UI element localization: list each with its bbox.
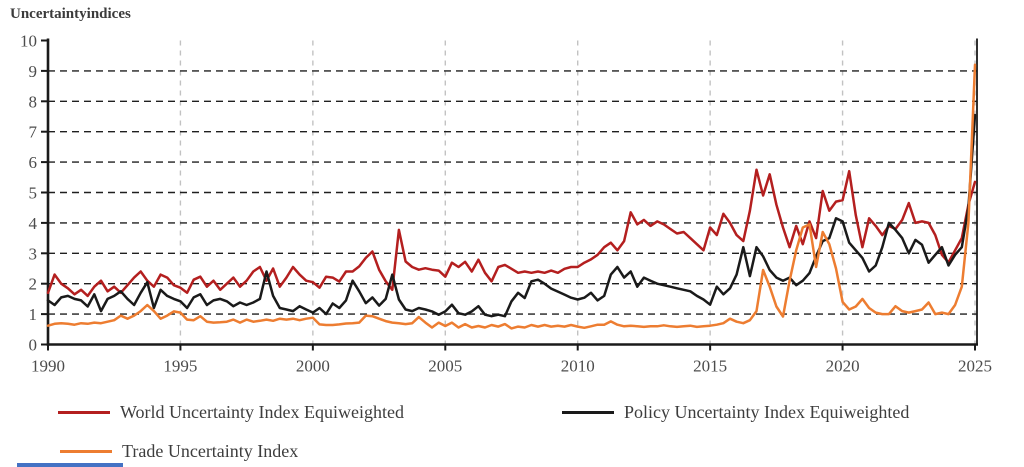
legend-item-policy: Policy Uncertainty Index Equiweighted bbox=[562, 402, 909, 423]
y-tick-label: 8 bbox=[29, 92, 38, 111]
y-tick-label: 5 bbox=[29, 184, 38, 203]
y-tick-label: 1 bbox=[29, 305, 38, 324]
y-tick-label: 7 bbox=[29, 123, 38, 142]
x-tick-label: 2010 bbox=[561, 357, 595, 376]
x-tick-label: 2000 bbox=[296, 357, 330, 376]
policy-series-line bbox=[46, 113, 977, 318]
world-series-line bbox=[46, 168, 977, 298]
y-tick-label: 2 bbox=[29, 275, 38, 294]
y-tick-label: 9 bbox=[29, 62, 38, 81]
legend-item-trade: Trade Uncertainty Index bbox=[60, 441, 298, 462]
legend-item-world: World Uncertainty Index Equiweighted bbox=[58, 402, 404, 423]
y-tick-label: 0 bbox=[29, 336, 38, 355]
bottom-blue-line bbox=[17, 463, 123, 467]
legend-label-policy: Policy Uncertainty Index Equiweighted bbox=[624, 402, 910, 422]
legend-label-trade: Trade Uncertainty Index bbox=[122, 441, 299, 461]
trade-series-line bbox=[46, 63, 977, 330]
y-tick-label: 4 bbox=[29, 214, 38, 233]
legend-label-world: World Uncertainty Index Equiweighted bbox=[120, 402, 404, 422]
x-tick-label: 2015 bbox=[693, 357, 727, 376]
legend-marker-world bbox=[58, 411, 110, 414]
x-tick-label: 1990 bbox=[31, 357, 65, 376]
y-tick-label: 6 bbox=[29, 153, 38, 172]
chart-title: Uncertaintyindices bbox=[10, 6, 131, 22]
x-tick-label: 1995 bbox=[163, 357, 197, 376]
x-tick-label: 2005 bbox=[428, 357, 462, 376]
x-tick-label: 2020 bbox=[826, 357, 860, 376]
x-tick-label: 2025 bbox=[958, 357, 992, 376]
legend-marker-policy bbox=[562, 411, 614, 414]
y-tick-label: 3 bbox=[29, 244, 38, 263]
legend-marker-trade bbox=[60, 450, 112, 453]
y-tick-label: 10 bbox=[20, 32, 37, 51]
